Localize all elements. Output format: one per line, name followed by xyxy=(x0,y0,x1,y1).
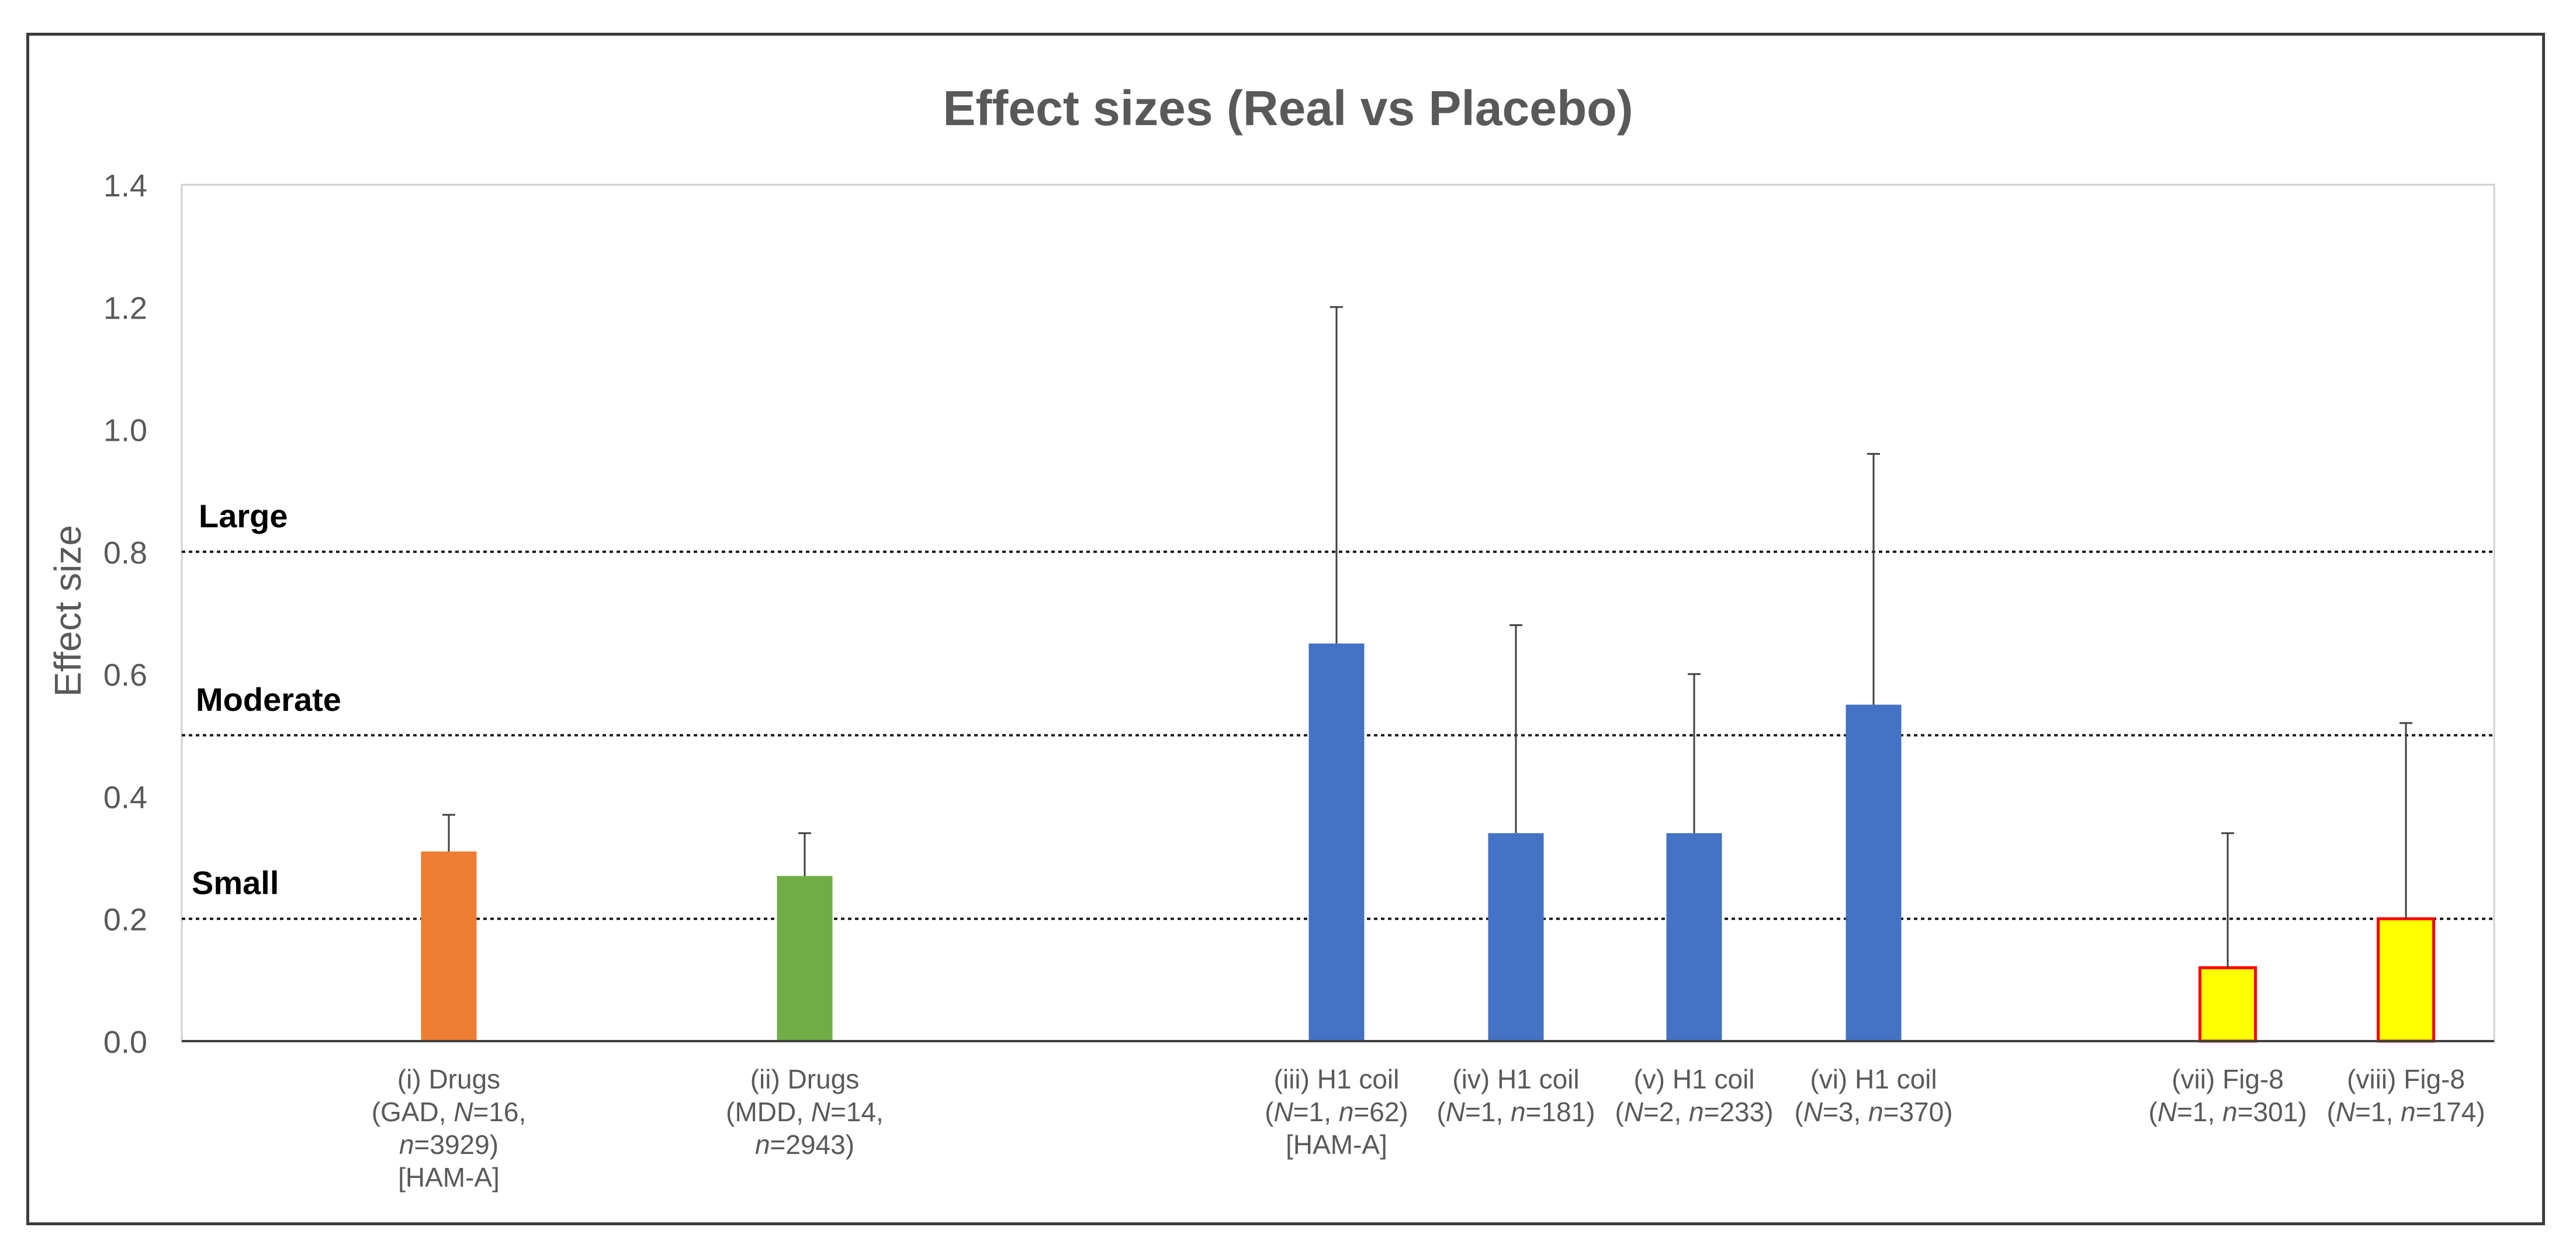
x-category-label: (vii) Fig-8 (N=1, n=301) xyxy=(2148,1064,2307,1127)
x-category-label: (i) Drugs (GAD, N=16, n=3929) [HAM-A] xyxy=(372,1064,527,1193)
bar xyxy=(1666,833,1722,1041)
y-tick-label: 0.6 xyxy=(103,658,147,693)
x-category-label: (ii) Drugs (MDD, N=14, n=2943) xyxy=(726,1064,884,1160)
x-category-label: (v) H1 coil (N=2, n=233) xyxy=(1615,1064,1773,1127)
y-tick-label: 1.0 xyxy=(103,413,147,448)
reference-label-small: Small xyxy=(192,865,279,901)
reference-label-large: Large xyxy=(199,497,288,534)
y-tick-label: 0.0 xyxy=(103,1025,147,1060)
y-tick-label: 0.4 xyxy=(103,780,147,815)
chart-title: Effect sizes (Real vs Placebo) xyxy=(943,81,1633,136)
y-tick-label: 1.2 xyxy=(103,291,147,326)
bar xyxy=(1488,833,1544,1041)
x-category-label: (vi) H1 coil (N=3, n=370) xyxy=(1794,1064,1952,1127)
bar xyxy=(2198,966,2257,1043)
y-tick-label: 0.8 xyxy=(103,535,147,571)
x-category-label: (iii) H1 coil (N=1, n=62) [HAM-A] xyxy=(1265,1064,1408,1160)
y-axis-label: Effect size xyxy=(47,525,89,697)
chart-frame xyxy=(26,33,2545,1225)
bar xyxy=(777,876,833,1041)
y-tick-label: 1.4 xyxy=(103,168,147,203)
x-category-label: (iv) H1 coil (N=1, n=181) xyxy=(1436,1064,1595,1127)
reference-label-moderate: Moderate xyxy=(196,681,341,718)
y-tick-label: 0.2 xyxy=(103,903,147,938)
bar xyxy=(2377,917,2435,1043)
bar xyxy=(1308,643,1365,1041)
bar xyxy=(421,851,477,1041)
x-category-label: (viii) Fig-8 (N=1, n=174) xyxy=(2326,1064,2485,1127)
bar xyxy=(1846,704,1902,1041)
